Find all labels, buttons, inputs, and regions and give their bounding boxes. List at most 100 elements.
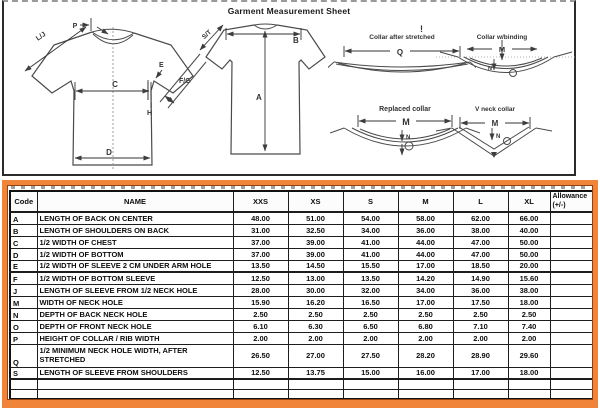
allowance-cell [549,211,592,225]
clipped-note-strip [11,186,589,189]
label-st: S/T [201,29,213,41]
value-cell: 18.00 [507,295,551,309]
collar-title: Collar w/binding [477,34,528,41]
value-cell: 34.00 [397,283,454,297]
empty-cell [549,378,592,390]
label-c: C [112,80,118,89]
name-cell: 1/2 WIDTH OF SLEEVE 2 CM UNDER ARM HOLE [36,259,234,273]
name-cell: LENGTH OF SLEEVE FROM 1/2 NECK HOLE [36,283,234,297]
allowance-cell [549,331,592,345]
name-cell: LENGTH OF BACK ON CENTER [36,211,234,225]
empty-cell [232,378,289,390]
table-row: E 1/2 WIDTH OF SLEEVE 2 CM UNDER ARM HOLE… [9,259,592,273]
table-row: D 1/2 WIDTH OF BOTTOM 37.00 39.00 41.00 44.00… [9,247,592,261]
value-cell: 16.00 [397,366,454,380]
value-cell: 41.00 [342,247,399,261]
value-cell: 37.00 [232,247,289,261]
value-cell: 16.50 [342,295,399,309]
value-cell: 15.60 [507,271,551,285]
col-header-m: M [397,190,454,213]
code-cell: M [9,295,38,309]
code-cell: Q [9,343,38,368]
value-cell: 15.50 [342,259,399,273]
label-h: H [147,110,152,117]
value-cell: 14.20 [397,271,454,285]
label-n: N [496,134,500,140]
value-cell: 44.00 [397,247,454,261]
header-row: Code NAME XXS XS S M L XL Allowance (+/-… [9,190,592,213]
allowance-line2: (+/-) [552,201,566,209]
value-cell: 66.00 [507,211,551,225]
back-shirt-diagram: B A S/T [199,23,326,155]
empty-cell [342,388,399,399]
diagram-panel: Garment Measurement Sheet C D P [2,0,576,176]
value-cell: 27.00 [287,343,344,368]
value-cell: 30.00 [287,283,344,297]
measurement-table: Code NAME XXS XS S M L XL Allowance (+/-… [9,190,592,399]
table-area: Code NAME XXS XS S M L XL Allowance (+/-… [7,185,593,400]
label-n: N [488,66,492,72]
code-cell: S [9,366,38,380]
front-shirt-diagram: C D P L/J E F/G H [24,18,207,170]
col-header-xs: XS [287,190,344,213]
value-cell: 36.00 [452,283,509,297]
value-cell: 28.00 [232,283,289,297]
value-cell: 51.00 [287,211,344,225]
empty-cell [342,378,399,390]
value-cell: 48.00 [232,211,289,225]
empty-cell [232,388,289,399]
table-row: S LENGTH OF SLEEVE FROM SHOULDERS 12.50 13.… [9,366,592,380]
code-cell: N [9,307,38,321]
value-cell: 17.00 [397,295,454,309]
value-cell: 38.00 [452,223,509,237]
value-cell: 15.90 [232,295,289,309]
name-cell: 1/2 WIDTH OF BOTTOM [36,247,234,261]
empty-row [9,388,592,399]
name-cell: WIDTH OF NECK HOLE [36,295,234,309]
value-cell: 13.50 [232,259,289,273]
value-cell: 2.00 [507,331,551,345]
value-cell: 2.00 [397,331,454,345]
name-cell: DEPTH OF BACK NECK HOLE [36,307,234,321]
label-fg: F/G [179,78,191,85]
value-cell: 44.00 [397,235,454,249]
allowance-cell [549,343,592,368]
value-cell: 47.00 [452,247,509,261]
value-cell: 32.50 [287,223,344,237]
value-cell: 13.75 [287,366,344,380]
value-cell: 2.50 [232,307,289,321]
table-row: F 1/2 WIDTH OF BOTTOM SLEEVE 12.50 13.00 13.… [9,271,592,285]
value-cell: 7.40 [507,319,551,333]
allowance-cell [549,366,592,380]
value-cell: 15.00 [342,366,399,380]
table-row: O DEPTH OF FRONT NECK HOLE 6.10 6.30 6.50 6.8… [9,319,592,333]
name-cell: LENGTH OF SHOULDERS ON BACK [36,223,234,237]
value-cell: 12.50 [232,366,289,380]
value-cell: 2.50 [397,307,454,321]
value-cell: 2.50 [287,307,344,321]
value-cell: 31.00 [232,223,289,237]
table-row: M WIDTH OF NECK HOLE 15.90 16.20 16.50 17.00 1… [9,295,592,309]
name-cell: 1/2 WIDTH OF CHEST [36,235,234,249]
value-cell: 6.80 [397,319,454,333]
value-cell: 38.00 [507,283,551,297]
empty-cell [397,378,454,390]
collar-binding-diagram: Collar w/binding M N [436,34,576,77]
value-cell: 18.50 [452,259,509,273]
code-cell: O [9,319,38,333]
label-e: E [159,62,164,69]
col-header-xl: XL [507,190,551,213]
label-p: P [73,23,78,30]
value-cell: 2.50 [342,307,399,321]
value-cell: 26.50 [232,343,289,368]
value-cell: 28.20 [397,343,454,368]
empty-cell [452,378,509,390]
measurement-tbody: A LENGTH OF BACK ON CENTER 48.00 51.00 54.00… [9,211,592,399]
value-cell: 54.00 [342,211,399,225]
value-cell: 17.50 [452,295,509,309]
col-header-s: S [342,190,399,213]
value-cell: 2.50 [452,307,509,321]
value-cell: 37.00 [232,235,289,249]
value-cell: 2.00 [452,331,509,345]
value-cell: 41.00 [342,235,399,249]
